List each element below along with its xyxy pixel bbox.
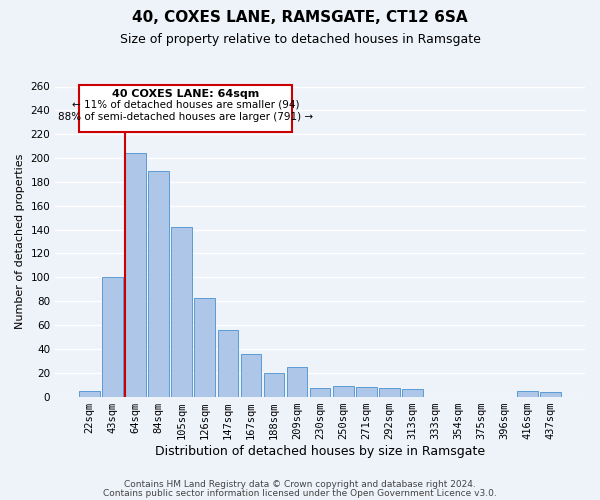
Bar xyxy=(333,386,353,396)
Bar xyxy=(194,298,215,396)
Text: ← 11% of detached houses are smaller (94): ← 11% of detached houses are smaller (94… xyxy=(72,100,299,110)
Bar xyxy=(148,171,169,396)
Bar xyxy=(517,390,538,396)
Text: Contains HM Land Registry data © Crown copyright and database right 2024.: Contains HM Land Registry data © Crown c… xyxy=(124,480,476,489)
Bar xyxy=(356,387,377,396)
Bar xyxy=(172,227,192,396)
Bar xyxy=(263,372,284,396)
X-axis label: Distribution of detached houses by size in Ramsgate: Distribution of detached houses by size … xyxy=(155,444,485,458)
Bar xyxy=(218,330,238,396)
Bar xyxy=(540,392,561,396)
Bar xyxy=(125,154,146,396)
Y-axis label: Number of detached properties: Number of detached properties xyxy=(15,154,25,329)
FancyBboxPatch shape xyxy=(79,86,292,132)
Bar xyxy=(310,388,331,396)
Bar xyxy=(102,278,123,396)
Bar xyxy=(379,388,400,396)
Text: 40, COXES LANE, RAMSGATE, CT12 6SA: 40, COXES LANE, RAMSGATE, CT12 6SA xyxy=(132,10,468,25)
Text: 88% of semi-detached houses are larger (791) →: 88% of semi-detached houses are larger (… xyxy=(58,112,313,122)
Text: 40 COXES LANE: 64sqm: 40 COXES LANE: 64sqm xyxy=(112,89,259,99)
Bar xyxy=(402,390,422,396)
Bar xyxy=(241,354,262,397)
Bar xyxy=(79,390,100,396)
Bar xyxy=(287,367,307,396)
Text: Contains public sector information licensed under the Open Government Licence v3: Contains public sector information licen… xyxy=(103,488,497,498)
Text: Size of property relative to detached houses in Ramsgate: Size of property relative to detached ho… xyxy=(119,32,481,46)
